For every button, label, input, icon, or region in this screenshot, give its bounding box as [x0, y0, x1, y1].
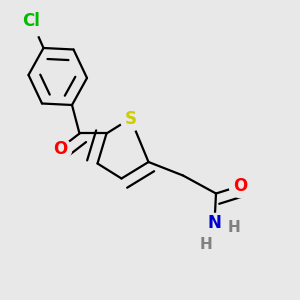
- Text: S: S: [124, 110, 136, 128]
- Text: H: H: [199, 237, 212, 252]
- Text: H: H: [228, 220, 240, 236]
- Text: O: O: [53, 140, 67, 158]
- Text: Cl: Cl: [22, 12, 40, 30]
- Text: N: N: [208, 214, 221, 232]
- Text: O: O: [233, 177, 247, 195]
